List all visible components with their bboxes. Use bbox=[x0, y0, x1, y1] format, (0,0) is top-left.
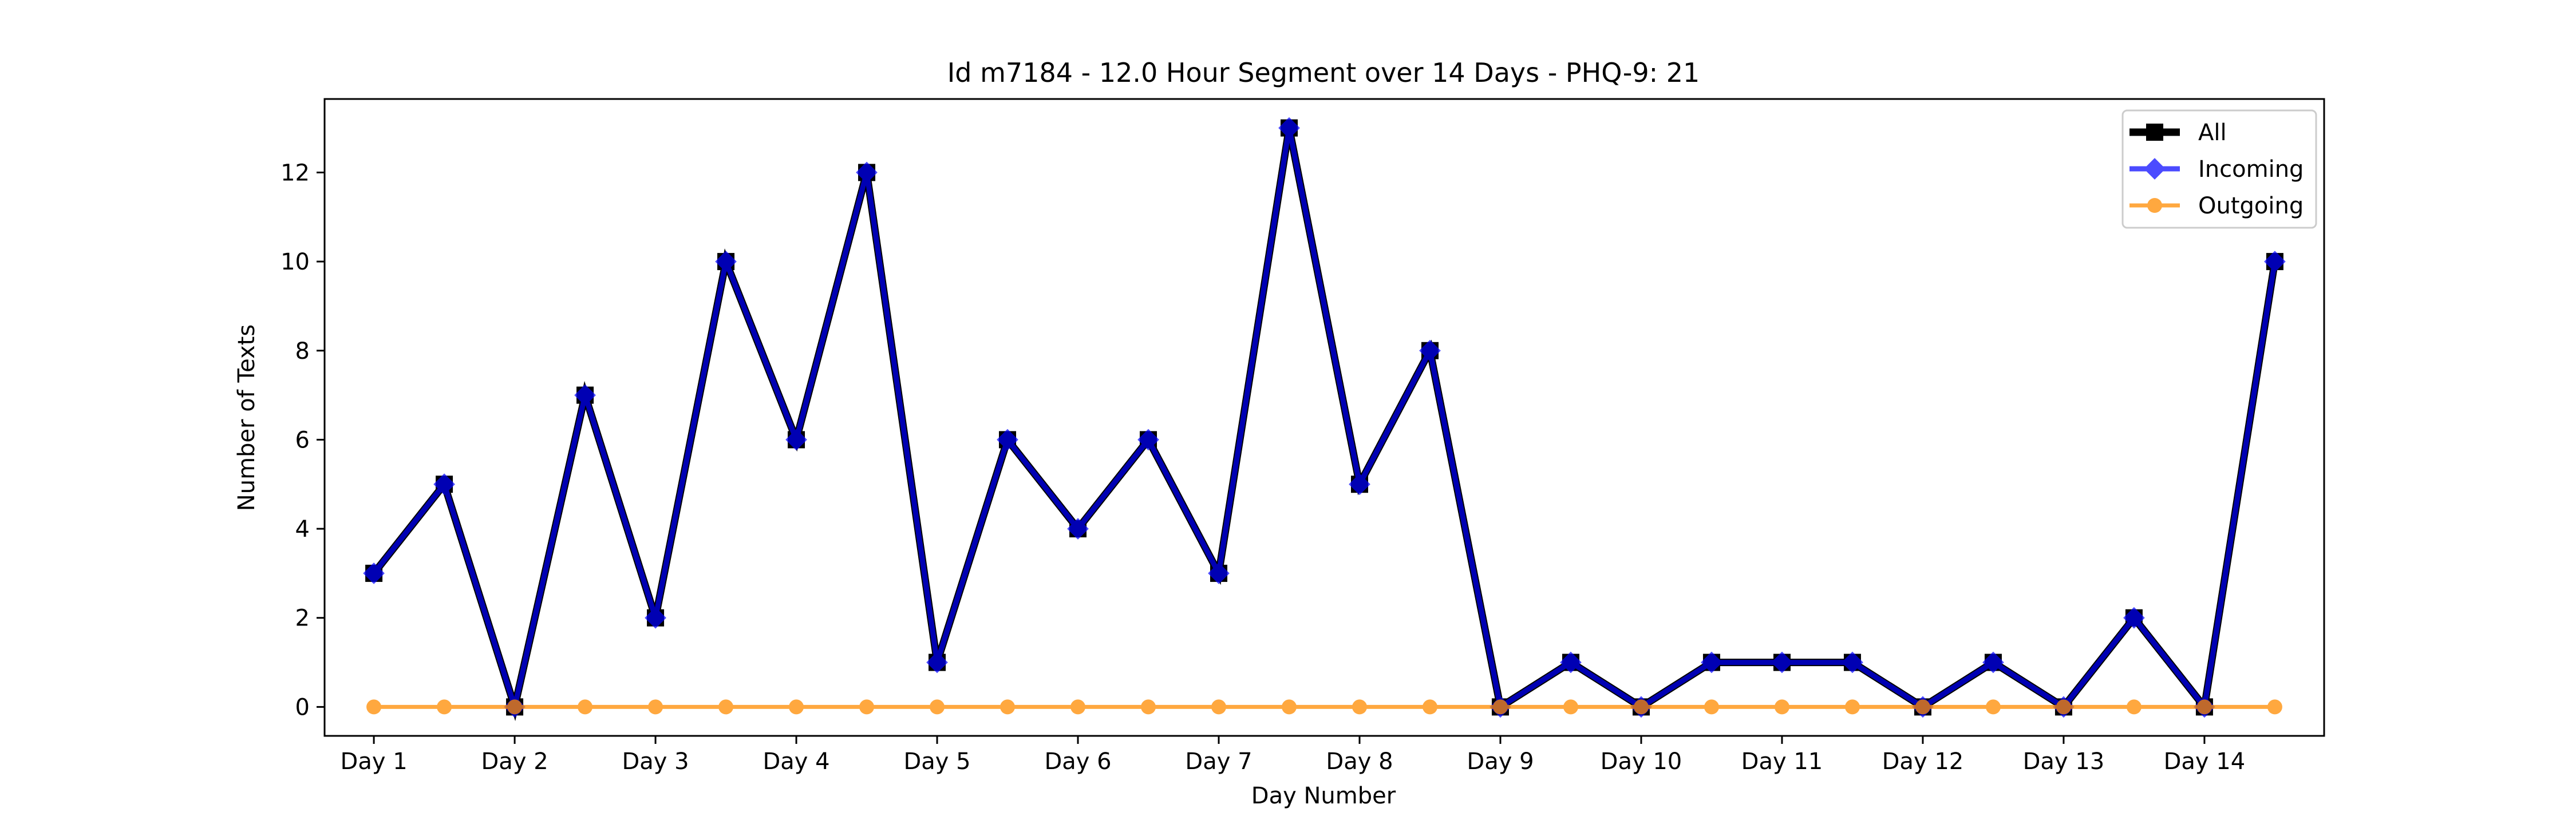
data-point-outgoing bbox=[1422, 699, 1437, 715]
data-point-outgoing bbox=[1633, 699, 1649, 715]
data-point-outgoing bbox=[1704, 699, 1719, 715]
data-point-incoming bbox=[785, 429, 807, 451]
chart-title: Id m7184 - 12.0 Hour Segment over 14 Day… bbox=[947, 57, 1700, 88]
data-point-outgoing bbox=[1282, 699, 1297, 715]
data-point-outgoing bbox=[859, 699, 875, 715]
x-tick-label: Day 7 bbox=[1185, 748, 1252, 775]
data-point-outgoing bbox=[1141, 699, 1156, 715]
data-point-outgoing bbox=[1211, 699, 1227, 715]
data-point-incoming bbox=[1349, 473, 1370, 496]
data-point-outgoing bbox=[2267, 699, 2282, 715]
data-point-outgoing bbox=[1492, 699, 1508, 715]
y-tick-label: 12 bbox=[280, 160, 310, 186]
data-point-incoming bbox=[645, 607, 666, 629]
data-point-outgoing bbox=[718, 699, 734, 715]
plot-area bbox=[363, 117, 2286, 722]
legend-marker bbox=[2146, 124, 2163, 141]
x-tick-label: Day 13 bbox=[2023, 748, 2105, 775]
x-tick-label: Day 3 bbox=[622, 748, 689, 775]
data-point-incoming bbox=[1278, 117, 1300, 139]
data-point-outgoing bbox=[2196, 699, 2212, 715]
data-point-incoming bbox=[1701, 651, 1722, 674]
x-tick-label: Day 10 bbox=[1601, 748, 1682, 775]
x-tick-label: Day 11 bbox=[1741, 748, 1823, 775]
y-tick-label: 4 bbox=[295, 516, 310, 542]
data-point-incoming bbox=[1560, 651, 1582, 674]
data-point-outgoing bbox=[578, 699, 593, 715]
plot-frame bbox=[323, 98, 2325, 737]
data-point-outgoing bbox=[1844, 699, 1860, 715]
data-point-outgoing bbox=[930, 699, 945, 715]
y-tick-label: 10 bbox=[280, 249, 310, 275]
data-point-incoming bbox=[1419, 339, 1441, 362]
x-tick-label: Day 4 bbox=[762, 748, 829, 775]
legend-swatch-outgoing bbox=[2129, 198, 2180, 213]
data-point-incoming bbox=[997, 429, 1018, 451]
data-point-incoming bbox=[2123, 607, 2145, 629]
data-point-incoming bbox=[1771, 651, 1793, 674]
x-tick-label: Day 12 bbox=[1882, 748, 1964, 775]
x-tick-label: Day 2 bbox=[481, 748, 548, 775]
data-point-outgoing bbox=[507, 699, 523, 715]
data-point-incoming bbox=[2264, 251, 2286, 272]
data-point-outgoing bbox=[1352, 699, 1367, 715]
series-incoming bbox=[363, 117, 2286, 718]
legend-label-all: All bbox=[2198, 120, 2227, 146]
data-point-outgoing bbox=[366, 699, 382, 715]
x-axis-label: Day Number bbox=[1251, 783, 1396, 809]
y-axis-label: Number of Texts bbox=[234, 324, 260, 511]
data-point-incoming bbox=[1208, 562, 1230, 584]
data-point-incoming bbox=[433, 473, 455, 496]
x-tick-label: Day 9 bbox=[1467, 748, 1534, 775]
x-tick-label: Day 6 bbox=[1044, 748, 1111, 775]
data-point-outgoing bbox=[1070, 699, 1086, 715]
axes: Day 1 Day 2 Day 3 Day 4 Day 5 Day 6 Day 7 Day 8… bbox=[280, 98, 2325, 775]
data-point-outgoing bbox=[437, 699, 452, 715]
data-point-incoming bbox=[715, 251, 737, 272]
data-point-outgoing bbox=[1774, 699, 1789, 715]
y-tick-label: 0 bbox=[295, 694, 310, 720]
legend-swatch-incoming bbox=[2129, 158, 2180, 180]
data-point-outgoing bbox=[648, 699, 663, 715]
x-tick-label: Day 14 bbox=[2164, 748, 2246, 775]
legend-label-incoming: Incoming bbox=[2198, 156, 2304, 183]
data-point-incoming bbox=[1067, 518, 1089, 540]
legend-swatch-all bbox=[2129, 124, 2180, 141]
x-tick-label: Day 8 bbox=[1326, 748, 1393, 775]
data-point-incoming bbox=[926, 651, 948, 674]
legend-label-outgoing: Outgoing bbox=[2198, 193, 2304, 219]
legend-marker bbox=[2144, 158, 2166, 180]
series-line-incoming bbox=[372, 127, 2278, 717]
data-point-incoming bbox=[856, 161, 878, 184]
legend-box bbox=[2121, 109, 2317, 229]
legend: All Incoming Outgoing bbox=[2121, 109, 2317, 229]
x-tick-label: Day 1 bbox=[341, 748, 408, 775]
data-point-outgoing bbox=[1915, 699, 1930, 715]
data-point-incoming bbox=[1137, 429, 1159, 451]
data-point-outgoing bbox=[789, 699, 804, 715]
legend-marker bbox=[2147, 198, 2162, 213]
data-point-incoming bbox=[574, 384, 596, 406]
data-point-outgoing bbox=[1000, 699, 1016, 715]
data-point-incoming bbox=[1842, 651, 1863, 674]
y-tick-label: 6 bbox=[295, 427, 310, 453]
data-point-outgoing bbox=[1563, 699, 1578, 715]
x-tick-label: Day 5 bbox=[903, 748, 970, 775]
data-point-outgoing bbox=[2056, 699, 2071, 715]
data-point-incoming bbox=[363, 562, 385, 584]
y-tick-label: 2 bbox=[295, 605, 310, 632]
data-point-incoming bbox=[1982, 651, 2004, 674]
series-outgoing bbox=[366, 699, 2282, 715]
data-point-outgoing bbox=[1985, 699, 2001, 715]
data-point-outgoing bbox=[2126, 699, 2142, 715]
y-tick-label: 8 bbox=[295, 338, 310, 365]
